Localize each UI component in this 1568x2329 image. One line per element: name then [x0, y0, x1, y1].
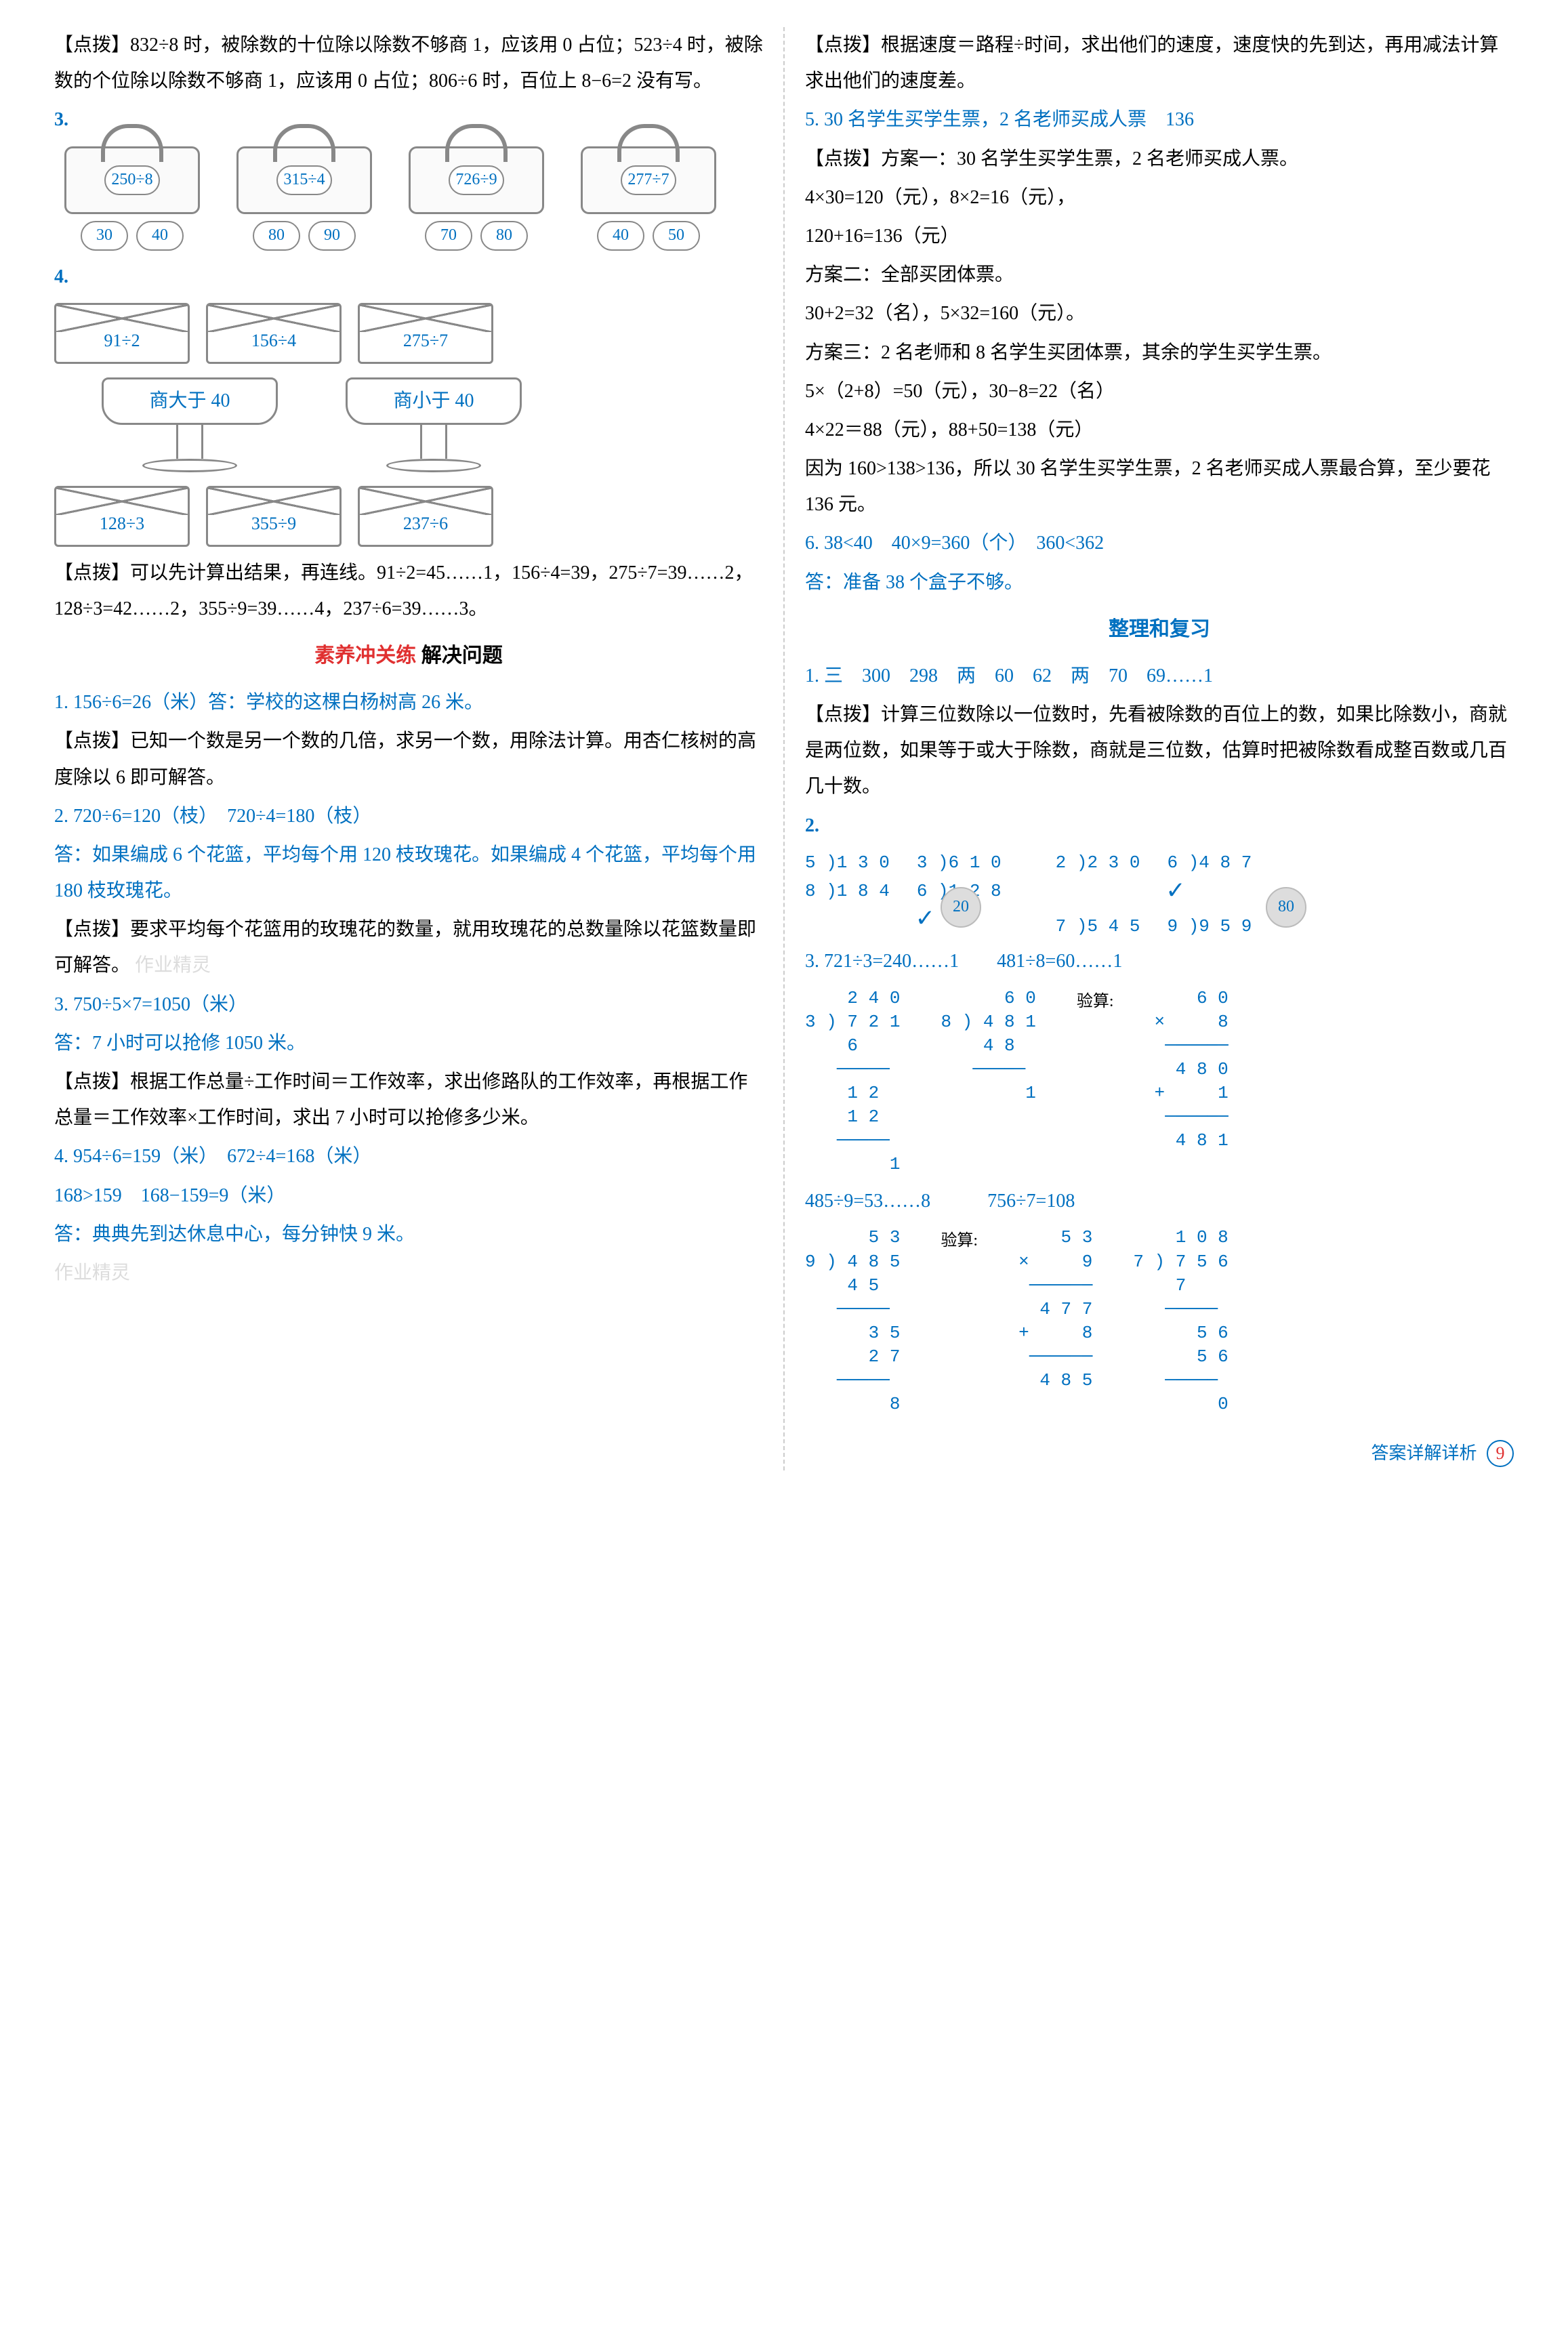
- tip-text: 【点拨】根据速度＝路程÷时间，求出他们的速度，速度快的先到达，再用减法计算求出他…: [805, 27, 1514, 99]
- p5-l3: 120+16=136（元）: [805, 218, 1514, 254]
- calc-485v: 5 3 × 9 ────── 4 7 7 + 8 ────── 4 8 5: [1018, 1226, 1092, 1416]
- p5-l8: 4×22＝88（元），88+50=138（元）: [805, 412, 1514, 448]
- q3-number: 3.: [54, 109, 68, 130]
- p5-l7: 5×（2+8）=50（元），30−8=22（名）: [805, 373, 1514, 409]
- section-title-a: 素养冲关练: [314, 644, 416, 667]
- left-column: 【点拨】832÷8 时，被除数的十位除以除数不够商 1，应该用 0 占位；523…: [54, 27, 763, 1470]
- envelope: 237÷6: [358, 486, 493, 547]
- lock-ans-a: 80: [253, 221, 300, 251]
- lock-4: 277÷7 40 50: [571, 146, 726, 251]
- envelope: 91÷2: [54, 303, 190, 364]
- watermark: 作业精灵: [135, 955, 211, 976]
- p5-l4: 方案二：全部买团体票。: [805, 257, 1514, 293]
- p5-l6: 方案三：2 名老师和 8 名学生买团体票，其余的学生买学生票。: [805, 335, 1514, 371]
- r3-b: 481÷8=60……1: [997, 951, 1122, 972]
- tip-text: 【点拨】832÷8 时，被除数的十位除以除数不够商 1，应该用 0 占位；523…: [54, 27, 763, 99]
- calc-756: 1 0 8 7 ) 7 5 6 7 ───── 5 6 5 6 ───── 0: [1133, 1226, 1228, 1416]
- tray-label: 商小于 40: [346, 377, 522, 425]
- long-division: 2 )2 3 0: [1056, 852, 1140, 910]
- p4-c: 答：典典先到达休息中心，每分钟快 9 米。: [54, 1216, 763, 1252]
- badge-20: 20: [941, 887, 981, 928]
- watermark: 作业精灵: [54, 1255, 763, 1291]
- lock-2: 315÷4 80 90: [226, 146, 382, 251]
- verify-label: 验算:: [941, 1226, 978, 1257]
- section-title-review: 整理和复习: [805, 610, 1514, 648]
- p5-l9: 因为 160>138>136，所以 30 名学生买学生票，2 名老师买成人票最合…: [805, 451, 1514, 522]
- calc-row-1: 2 4 0 3 ) 7 2 1 6 ───── 1 2 1 2 ───── 1 …: [805, 987, 1514, 1177]
- p4-a: 4. 954÷6=159（米） 672÷4=168（米）: [54, 1138, 763, 1174]
- lock-ans-b: 90: [308, 221, 356, 251]
- r1-tip: 【点拨】计算三位数除以一位数时，先看被除数的百位上的数，如果比除数小，商就是两位…: [805, 697, 1514, 805]
- lock-expr: 726÷9: [449, 165, 503, 195]
- locks-row: 250÷8 30 40 315÷4 80 90 726÷9 70 80: [54, 146, 763, 251]
- r2-number: 2.: [805, 815, 819, 836]
- p3-a: 3. 750÷5×7=1050（米）: [54, 987, 763, 1023]
- lock-3: 726÷9 70 80: [398, 146, 554, 251]
- tray-greater: 商大于 40: [95, 377, 285, 472]
- envelope: 275÷7: [358, 303, 493, 364]
- p2-a: 2. 720÷6=120（枝） 720÷4=180（枝）: [54, 798, 763, 834]
- long-division: 5 )1 3 0: [805, 852, 890, 875]
- section-title: 素养冲关练 解决问题: [54, 636, 763, 675]
- r3-a: 3. 721÷3=240……1: [805, 951, 959, 972]
- long-division: 7 )5 4 5: [1056, 915, 1140, 939]
- p5-l2: 4×30=120（元），8×2=16（元），: [805, 180, 1514, 215]
- p4-b: 168>159 168−159=9（米）: [54, 1178, 763, 1214]
- lock-ans-b: 40: [136, 221, 184, 251]
- p3-tip: 【点拨】根据工作总量÷工作时间＝工作效率，求出修路队的工作效率，再根据工作总量＝…: [54, 1064, 763, 1136]
- long-division: 6 )4 8 7✓: [1167, 852, 1252, 910]
- calc-485: 5 3 9 ) 4 8 5 4 5 ───── 3 5 2 7 ───── 8: [805, 1226, 900, 1416]
- tray-label: 商大于 40: [102, 377, 278, 425]
- long-division: 8 )1 8 4: [805, 880, 890, 939]
- envelope: 128÷3: [54, 486, 190, 547]
- section-title-b: 解决问题: [421, 644, 503, 667]
- p6-b: 答：准备 38 个盒子不够。: [805, 564, 1514, 600]
- ld-group: 5 )1 3 0 3 )6 1 0 8 )1 8 4 6 )1 2 8✓ 20 …: [805, 846, 1514, 944]
- calc-481v: 6 0 × 8 ────── 4 8 0 + 1 ────── 4 8 1: [1155, 987, 1229, 1177]
- verify-label: 验算:: [1077, 987, 1114, 1018]
- tray-less: 商小于 40: [339, 377, 529, 472]
- section-title-c: 整理和复习: [1109, 618, 1210, 640]
- p5-t1: 【点拨】方案一：30 名学生买学生票，2 名老师买成人票。: [805, 141, 1514, 177]
- r3-c: 485÷9=53……8: [805, 1191, 930, 1212]
- p6-a: 6. 38<40 40×9=360（个） 360<362: [805, 525, 1514, 561]
- lock-expr: 315÷4: [276, 165, 331, 195]
- right-column: 【点拨】根据速度＝路程÷时间，求出他们的速度，速度快的先到达，再用减法计算求出他…: [805, 27, 1514, 1470]
- page: 【点拨】832÷8 时，被除数的十位除以除数不够商 1，应该用 0 占位；523…: [54, 27, 1514, 1470]
- p2-tip: 【点拨】要求平均每个花篮用的玫瑰花的数量，就用玫瑰花的总数量除以花篮数量即可解答…: [54, 911, 763, 983]
- lock-ans-a: 30: [81, 221, 128, 251]
- calc-row-2: 5 3 9 ) 4 8 5 4 5 ───── 3 5 2 7 ───── 8 …: [805, 1226, 1514, 1416]
- lock-ans-a: 40: [597, 221, 644, 251]
- lock-expr: 250÷8: [104, 165, 159, 195]
- lock-expr: 277÷7: [621, 165, 676, 195]
- lock-ans-b: 50: [653, 221, 700, 251]
- calc-481: 6 0 8 ) 4 8 1 4 8 ───── 1: [941, 987, 1035, 1177]
- r1: 1. 三 300 298 两 60 62 两 70 69……1: [805, 658, 1514, 694]
- q4-number: 4.: [54, 266, 68, 287]
- lock-ans-a: 70: [425, 221, 472, 251]
- q4-network: 91÷2 156÷4 275÷7 商大于 40 商小于 40 128÷3 355…: [54, 303, 763, 547]
- badge-80: 80: [1266, 887, 1306, 928]
- calc-721: 2 4 0 3 ) 7 2 1 6 ───── 1 2 1 2 ───── 1: [805, 987, 900, 1177]
- p3-b: 答：7 小时可以抢修 1050 米。: [54, 1025, 763, 1061]
- p1-tip: 【点拨】已知一个数是另一个数的几倍，求另一个数，用除法计算。用杏仁核树的高度除以…: [54, 723, 763, 795]
- long-division: 3 )6 1 0: [917, 852, 1002, 875]
- p1-line: 1. 156÷6=26（米）答：学校的这棵白杨树高 26 米。: [54, 684, 763, 720]
- p2-b: 答：如果编成 6 个花篮，平均每个用 120 枝玫瑰花。如果编成 4 个花篮，平…: [54, 837, 763, 909]
- lock-ans-b: 80: [480, 221, 528, 251]
- page-number: 9: [1487, 1440, 1514, 1467]
- footer-text: 答案详解详析: [1371, 1443, 1477, 1463]
- tip-text: 【点拨】可以先计算出结果，再连线。91÷2=45……1，156÷4=39，275…: [54, 555, 763, 627]
- envelope: 355÷9: [206, 486, 342, 547]
- long-division: 9 )9 5 9: [1167, 915, 1252, 939]
- column-divider: [783, 27, 785, 1470]
- envelope: 156÷4: [206, 303, 342, 364]
- lock-1: 250÷8 30 40: [54, 146, 210, 251]
- page-footer: 答案详解详析 9: [805, 1437, 1514, 1470]
- p5-a: 5. 30 名学生买学生票，2 名老师买成人票 136: [805, 102, 1514, 138]
- p5-l5: 30+2=32（名），5×32=160（元）。: [805, 295, 1514, 331]
- r3-d: 756÷7=108: [987, 1191, 1075, 1212]
